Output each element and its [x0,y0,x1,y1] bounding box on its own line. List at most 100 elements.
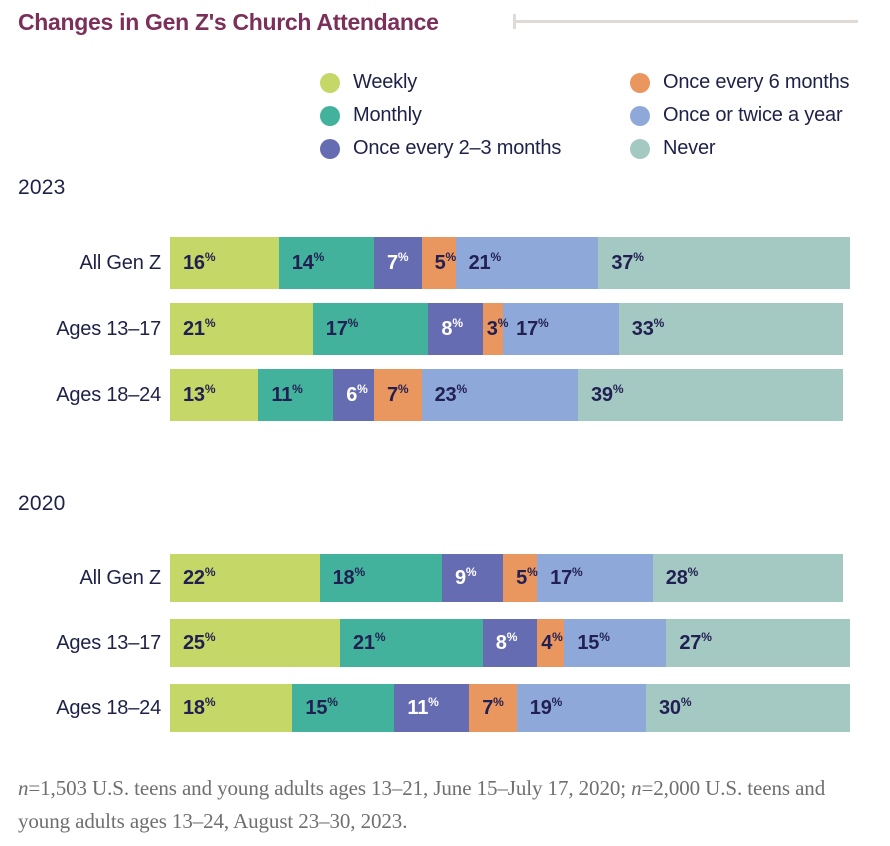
bar-segment-once-every-6-months: 5% [503,554,538,602]
legend-item-once-or-twice-a-year: Once or twice a year [630,104,890,127]
bar-segment-never: 27% [666,619,850,667]
bar-segment-monthly: 17% [312,303,429,355]
segment-value: 23% [434,381,468,406]
bar-row-2023-all-gen-z: All Gen Z 16% 14% 7% 5% 21% 37% [0,237,850,289]
stacked-bar: 25% 21% 8% 4% 15% 27% [170,619,850,667]
bar-row-2020-ages-13-17: Ages 13–17 25% 21% 8% 4% 15% 27% [0,619,850,667]
legend-item-once-every-6-months: Once every 6 months [630,71,890,94]
row-label: Ages 18–24 [56,696,161,719]
bar-segment-once-or-twice-a-year: 17% [503,303,619,355]
title-rule-tick [513,14,516,29]
segment-value: 16% [183,249,216,274]
bar-segment-once-every-6-months: 7% [469,684,517,732]
segment-value: 4% [541,629,563,654]
bar-segment-never: 33% [618,303,844,355]
bar-segment-once-every-6-months: 4% [537,619,565,667]
bar-segment-once-every-2-3-months: 6% [333,369,374,421]
legend-item-never: Never [630,137,890,160]
row-label: Ages 18–24 [56,383,161,406]
segment-value: 11% [271,381,303,406]
legend-item-once-every-2-3-months: Once every 2–3 months [320,137,630,160]
segment-value: 15% [305,694,338,719]
bar-segment-never: 39% [577,369,844,421]
bar-segment-once-every-2-3-months: 11% [394,684,470,732]
bar-segment-once-every-2-3-months: 9% [441,554,504,602]
legend-dot-once-every-6-months [630,72,650,93]
segment-value: 18% [332,564,366,589]
bar-segment-once-every-2-3-months: 8% [482,619,538,667]
bar-row-2023-ages-13-17: Ages 13–17 21% 17% 8% 3% 17% 33% [0,303,850,355]
bar-segment-once-every-6-months: 3% [482,303,508,355]
bar-segment-once-every-2-3-months: 7% [373,237,422,289]
page-title: Changes in Gen Z's Church Attendance [18,9,439,35]
bar-segment-weekly: 18% [170,684,293,732]
chart-rows-2023: All Gen Z 16% 14% 7% 5% 21% 37% Ages 13–17 21% 17… [0,237,850,435]
bar-segment-monthly: 18% [319,554,442,602]
title-rule [513,14,858,29]
bar-segment-monthly: 15% [292,684,395,732]
segment-value: 30% [658,694,692,719]
segment-value: 15% [577,629,610,654]
legend-dot-never [630,138,650,159]
bar-segment-monthly: 14% [278,237,374,289]
segment-value: 19% [529,694,563,719]
stacked-bar: 13% 11% 6% 7% 23% 39% [170,369,850,421]
legend-label: Monthly [353,104,422,126]
bar-segment-once-every-2-3-months: 8% [428,303,483,355]
bar-row-2020-ages-18-24: Ages 18–24 18% 15% 11% 7% 19% 30% [0,684,850,732]
segment-value: 7% [386,381,409,406]
segment-value: 17% [550,564,583,589]
bar-row-2020-all-gen-z: All Gen Z 22% 18% 9% 5% 17% 28% [0,554,850,602]
segment-value: 33% [631,315,665,340]
legend-dot-monthly [320,105,340,126]
footnote-n: n [631,776,642,800]
segment-value: 7% [482,694,504,719]
legend-label: Never [663,137,716,159]
bar-segment-weekly: 21% [170,303,313,355]
legend-label: Once every 6 months [663,71,850,93]
segment-value: 5% [516,564,538,589]
section-heading-2023: 2023 [18,176,66,199]
bar-segment-once-every-6-months: 5% [421,237,457,289]
segment-value: 8% [495,629,518,654]
segment-value: 13% [183,381,216,406]
stacked-bar: 21% 17% 8% 3% 17% 33% [170,303,850,355]
legend-item-weekly: Weekly [320,71,630,94]
segment-value: 21% [468,249,502,274]
bar-segment-weekly: 22% [170,554,320,602]
segment-value: 7% [386,249,409,274]
segment-value: 11% [407,694,439,719]
legend-dot-once-every-2-3-months [320,138,340,159]
segment-value: 21% [183,315,216,340]
segment-value: 6% [346,381,368,406]
bar-segment-monthly: 21% [340,619,483,667]
segment-value: 25% [183,629,216,654]
segment-value: 17% [516,315,549,340]
legend-dot-once-or-twice-a-year [630,105,650,126]
bar-segment-never: 28% [652,554,844,602]
bar-segment-once-or-twice-a-year: 19% [516,684,646,732]
bar-segment-weekly: 25% [170,619,340,667]
legend-label: Once or twice a year [663,104,843,126]
legend: Weekly Monthly Once every 2–3 months Once e… [320,66,890,165]
section-heading-2020: 2020 [18,492,66,515]
stacked-bar: 16% 14% 7% 5% 21% 37% [170,237,850,289]
legend-item-monthly: Monthly [320,104,630,127]
segment-value: 27% [679,629,712,654]
legend-label: Weekly [353,71,418,93]
segment-value: 5% [434,249,457,274]
segment-value: 3% [486,315,509,340]
segment-value: 8% [441,315,463,340]
row-label: Ages 13–17 [56,631,161,654]
bar-segment-once-every-6-months: 7% [373,369,422,421]
bar-segment-once-or-twice-a-year: 21% [455,237,599,289]
footnote-n: n [18,776,29,800]
bar-segment-once-or-twice-a-year: 15% [564,619,667,667]
bar-segment-never: 37% [598,237,850,289]
bar-segment-weekly: 16% [170,237,279,289]
footnote: n=1,503 U.S. teens and young adults ages… [18,772,858,837]
chart-rows-2020: All Gen Z 22% 18% 9% 5% 17% 28% Ages 13–17 25% 21… [0,554,850,749]
segment-value: 28% [665,564,699,589]
segment-value: 37% [611,249,644,274]
